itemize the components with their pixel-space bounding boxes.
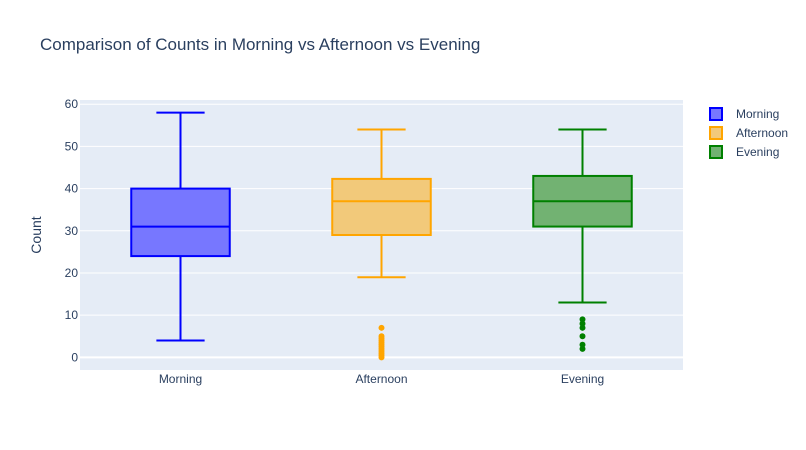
- box-iqr: [331, 177, 432, 236]
- y-tick-label: 60: [65, 97, 79, 111]
- outlier-point: [579, 341, 586, 348]
- outlier-point: [378, 324, 385, 331]
- y-tick-label: 40: [65, 182, 79, 196]
- legend-swatch: [709, 107, 723, 121]
- outlier-point: [579, 316, 586, 323]
- y-tick-labels: 0 10 20 30 40 50 60: [65, 97, 79, 364]
- box-morning: [130, 111, 231, 342]
- outlier-point: [579, 333, 586, 340]
- legend-label: Evening: [736, 145, 779, 159]
- outlier-point: [378, 333, 385, 340]
- y-tick-label: 50: [65, 139, 79, 153]
- y-tick-label: 10: [65, 308, 79, 322]
- legend-label: Morning: [736, 107, 779, 121]
- legend-swatch: [709, 145, 723, 159]
- outlier-point: [579, 324, 586, 331]
- chart-title: Comparison of Counts in Morning vs After…: [40, 35, 480, 54]
- outlier-point: [579, 320, 586, 327]
- legend-swatch: [709, 126, 723, 140]
- x-tick-label: Morning: [159, 372, 202, 386]
- x-tick-label: Afternoon: [355, 372, 407, 386]
- legend: Morning Afternoon Evening: [709, 107, 788, 159]
- outlier-point: [579, 345, 586, 352]
- legend-label: Afternoon: [736, 126, 788, 140]
- box-iqr: [130, 187, 231, 258]
- x-tick-label: Evening: [561, 372, 604, 386]
- box-afternoon: [331, 128, 432, 361]
- x-tick-labels: Morning Afternoon Evening: [159, 372, 604, 386]
- y-tick-label: 30: [65, 224, 79, 238]
- legend-item-evening: Evening: [709, 145, 779, 159]
- y-axis-title: Count: [28, 216, 44, 253]
- legend-item-afternoon: Afternoon: [709, 126, 788, 140]
- y-tick-label: 20: [65, 266, 79, 280]
- legend-item-morning: Morning: [709, 107, 779, 121]
- y-tick-label: 0: [71, 350, 78, 364]
- box-series: [130, 111, 633, 361]
- box-evening: [532, 128, 633, 352]
